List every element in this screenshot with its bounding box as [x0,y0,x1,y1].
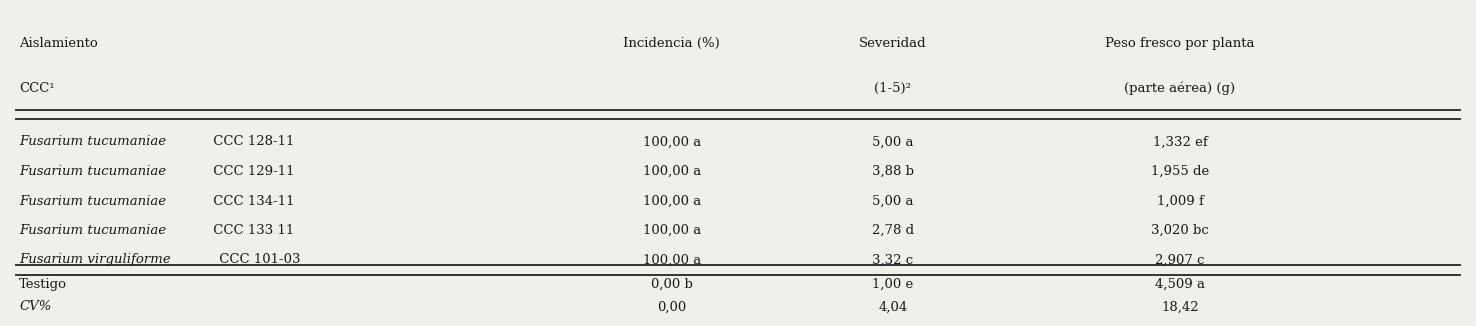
Text: 1,955 de: 1,955 de [1151,165,1209,178]
Text: Fusarium virguliforme: Fusarium virguliforme [19,254,171,266]
Text: 2,78 d: 2,78 d [872,224,914,237]
Text: CCC 101-03: CCC 101-03 [214,254,300,266]
Text: (parte aérea) (g): (parte aérea) (g) [1125,82,1235,96]
Text: 5,00 a: 5,00 a [872,195,914,208]
Text: CV%: CV% [19,300,52,313]
Text: 4,04: 4,04 [878,300,908,313]
Text: 1,332 ef: 1,332 ef [1153,136,1207,148]
Text: 1,009 f: 1,009 f [1157,195,1203,208]
Text: 4,509 a: 4,509 a [1154,278,1204,291]
Text: CCC 129-11: CCC 129-11 [208,165,294,178]
Text: Aislamiento: Aislamiento [19,37,97,50]
Text: 0,00 b: 0,00 b [651,278,692,291]
Text: Fusarium tucumaniae: Fusarium tucumaniae [19,165,167,178]
Text: 3,32 c: 3,32 c [872,254,914,266]
Text: Fusarium tucumaniae: Fusarium tucumaniae [19,224,167,237]
Text: 100,00 a: 100,00 a [642,254,701,266]
Text: CCC 128-11: CCC 128-11 [208,136,294,148]
Text: Incidencia (%): Incidencia (%) [623,37,720,50]
Text: Severidad: Severidad [859,37,927,50]
Text: 0,00: 0,00 [657,300,686,313]
Text: 1,00 e: 1,00 e [872,278,914,291]
Text: CCC 134-11: CCC 134-11 [208,195,294,208]
Text: Fusarium tucumaniae: Fusarium tucumaniae [19,136,167,148]
Text: 100,00 a: 100,00 a [642,195,701,208]
Text: CCC 133 11: CCC 133 11 [208,224,294,237]
Text: 2,907 c: 2,907 c [1156,254,1204,266]
Text: 18,42: 18,42 [1162,300,1199,313]
Text: 100,00 a: 100,00 a [642,165,701,178]
Text: Fusarium tucumaniae: Fusarium tucumaniae [19,195,167,208]
Text: CCC¹: CCC¹ [19,82,55,95]
Text: 3,020 bc: 3,020 bc [1151,224,1209,237]
Text: 3,88 b: 3,88 b [872,165,914,178]
Text: Testigo: Testigo [19,278,66,291]
Text: 100,00 a: 100,00 a [642,136,701,148]
Text: Peso fresco por planta: Peso fresco por planta [1106,37,1255,50]
Text: (1-5)²: (1-5)² [874,82,911,95]
Text: 100,00 a: 100,00 a [642,224,701,237]
Text: 5,00 a: 5,00 a [872,136,914,148]
